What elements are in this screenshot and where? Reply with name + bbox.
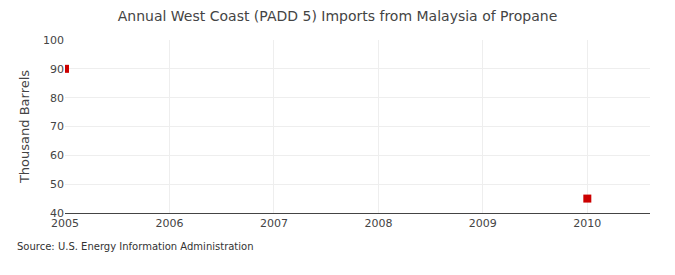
svg-text:50: 50: [50, 178, 64, 191]
svg-text:80: 80: [50, 92, 64, 105]
svg-text:70: 70: [50, 120, 64, 133]
svg-text:2005: 2005: [51, 217, 79, 230]
svg-text:60: 60: [50, 149, 64, 162]
svg-text:Thousand Barrels: Thousand Barrels: [17, 70, 32, 184]
svg-text:Source: U.S. Energy Informatio: Source: U.S. Energy Information Administ…: [17, 241, 254, 252]
svg-text:2006: 2006: [155, 217, 183, 230]
svg-text:2010: 2010: [573, 217, 601, 230]
svg-text:2009: 2009: [469, 217, 497, 230]
svg-text:40: 40: [50, 207, 64, 220]
svg-text:100: 100: [43, 34, 64, 47]
svg-text:Annual West Coast (PADD 5) Imp: Annual West Coast (PADD 5) Imports from …: [118, 8, 558, 24]
svg-text:2007: 2007: [260, 217, 288, 230]
svg-text:2008: 2008: [364, 217, 392, 230]
svg-text:90: 90: [50, 63, 64, 76]
